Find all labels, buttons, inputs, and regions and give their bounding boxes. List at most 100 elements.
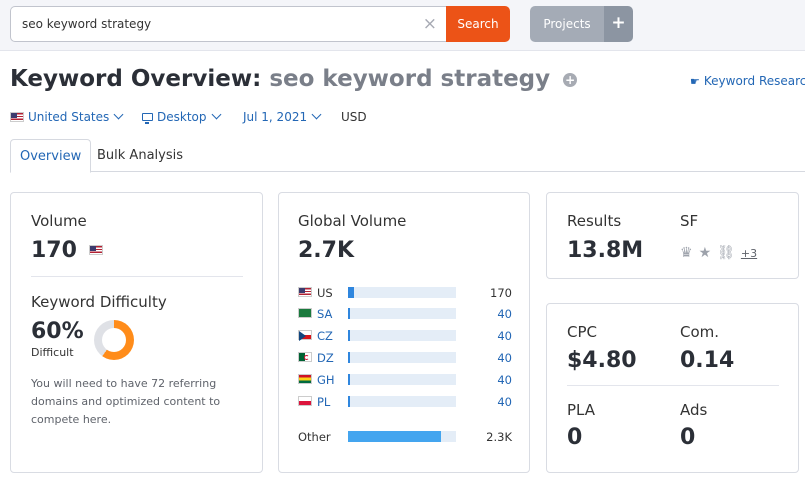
volume-bar-fill	[348, 396, 350, 407]
add-project-button[interactable]: +	[604, 6, 633, 42]
hand-pointer-icon: ☛	[690, 75, 700, 88]
page-title-prefix: Keyword Overview:	[10, 66, 262, 92]
volume-bar-fill	[348, 374, 350, 385]
pl-flag-icon	[298, 396, 312, 406]
results-value: 13.8M	[567, 238, 644, 263]
add-to-list-icon[interactable]: +	[563, 73, 578, 87]
tab-bar: Overview Bulk Analysis	[10, 139, 805, 173]
competition-label: Com.	[680, 323, 720, 341]
country-volume[interactable]: 40	[497, 351, 512, 365]
country-volume: 170	[490, 286, 512, 300]
country-row-cz[interactable]: CZ 40	[298, 329, 512, 343]
link-icon: ⛓	[717, 245, 735, 261]
sf-label: SF	[680, 212, 699, 230]
volume-bar-fill	[348, 352, 350, 363]
competition-value: 0.14	[680, 348, 735, 373]
volume-bar	[348, 374, 456, 385]
results-label: Results	[567, 212, 622, 230]
volume-bar-fill	[348, 330, 350, 341]
search-input[interactable]: seo keyword strategy ×	[10, 6, 447, 42]
other-volume: 2.3K	[486, 430, 512, 444]
chevron-down-icon	[311, 109, 322, 120]
country-row-gh[interactable]: GH 40	[298, 373, 512, 387]
page-title-query: seo keyword strategy	[269, 66, 551, 92]
ads-label: Ads	[680, 401, 708, 419]
keyword-difficulty-note: You will need to have 72 referring domai…	[31, 377, 221, 426]
currency-label: USD	[341, 110, 367, 124]
volume-bar-fill	[348, 287, 355, 298]
country-row-us: US 170	[298, 286, 512, 300]
volume-label: Volume	[31, 212, 87, 230]
top-bar: seo keyword strategy × Search Projects +	[0, 0, 805, 51]
cpc-card: CPC $4.80 Com. 0.14 PLA 0 Ads 0	[546, 303, 799, 473]
serp-features: ♛ ★ ⛓ +3	[680, 245, 763, 261]
keyword-research-link[interactable]: ☛ Keyword Research	[690, 74, 805, 88]
desktop-icon	[142, 113, 153, 124]
volume-bar	[348, 287, 456, 298]
gh-flag-icon	[298, 374, 312, 384]
divider	[567, 385, 779, 386]
cz-flag-icon	[298, 330, 312, 341]
clear-icon[interactable]: ×	[422, 14, 437, 34]
country-row-sa[interactable]: SA 40	[298, 307, 512, 321]
country-volume[interactable]: 40	[497, 395, 512, 409]
search-button[interactable]: Search	[446, 6, 510, 42]
volume-bar	[348, 396, 456, 407]
page-title: Keyword Overview: seo keyword strategy +	[10, 66, 578, 92]
pla-label: PLA	[567, 401, 596, 419]
country-selector[interactable]: United States	[10, 109, 124, 124]
volume-value: 170	[31, 238, 107, 263]
cpc-value: $4.80	[567, 348, 637, 373]
country-code[interactable]: SA	[317, 307, 333, 321]
volume-bar	[348, 431, 456, 442]
keyword-difficulty-value: 60%	[31, 319, 84, 344]
tab-overview[interactable]: Overview	[10, 139, 92, 173]
volume-bar	[348, 308, 456, 319]
us-flag-icon	[88, 245, 103, 255]
keyword-difficulty-level: Difficult	[31, 346, 74, 359]
keyword-difficulty-label: Keyword Difficulty	[31, 293, 167, 311]
country-code[interactable]: GH	[317, 373, 335, 387]
country-code: US	[317, 286, 333, 300]
country-code[interactable]: CZ	[317, 329, 333, 343]
sa-flag-icon	[298, 308, 312, 318]
country-row-pl[interactable]: PL 40	[298, 395, 512, 409]
country-row-dz[interactable]: DZ 40	[298, 351, 512, 365]
us-flag-icon	[298, 287, 312, 297]
chevron-down-icon	[211, 109, 221, 120]
volume-card: Volume 170 Keyword Difficulty 60% Diffic…	[10, 192, 263, 473]
projects-button[interactable]: Projects	[530, 6, 604, 42]
country-volume[interactable]: 40	[497, 329, 512, 343]
difficulty-donut	[94, 320, 134, 360]
cpc-label: CPC	[567, 323, 597, 341]
crown-icon: ♛	[680, 245, 693, 261]
country-code[interactable]: PL	[317, 395, 331, 409]
results-card: Results 13.8M SF ♛ ★ ⛓ +3	[546, 192, 799, 279]
country-volume[interactable]: 40	[497, 373, 512, 387]
tab-bulk-analysis[interactable]: Bulk Analysis	[97, 148, 183, 163]
country-volume[interactable]: 40	[497, 307, 512, 321]
dz-flag-icon	[298, 352, 312, 362]
date-label: Jul 1, 2021	[243, 110, 308, 124]
us-flag-icon	[10, 112, 24, 122]
volume-bar-fill	[348, 308, 350, 319]
volume-bar	[348, 352, 456, 363]
global-volume-label: Global Volume	[298, 212, 407, 230]
global-volume-value: 2.7K	[298, 238, 355, 263]
star-icon: ★	[698, 245, 712, 261]
global-volume-card: Global Volume 2.7K US 170 SA 40 CZ 40 DZ…	[278, 192, 530, 473]
pla-value: 0	[567, 425, 583, 450]
divider	[31, 276, 243, 277]
volume-number: 170	[31, 238, 77, 263]
date-selector[interactable]: Jul 1, 2021	[243, 109, 322, 124]
country-label: United States	[28, 110, 110, 124]
keyword-research-label: Keyword Research	[703, 74, 805, 88]
volume-bar-fill	[348, 431, 441, 442]
ads-value: 0	[680, 425, 696, 450]
more-serp-features[interactable]: +3	[740, 247, 758, 260]
country-code[interactable]: DZ	[317, 351, 334, 365]
chevron-down-icon	[113, 109, 124, 120]
device-label: Desktop	[157, 110, 207, 124]
search-input-value[interactable]: seo keyword strategy	[22, 17, 152, 31]
device-selector[interactable]: Desktop	[142, 109, 221, 124]
